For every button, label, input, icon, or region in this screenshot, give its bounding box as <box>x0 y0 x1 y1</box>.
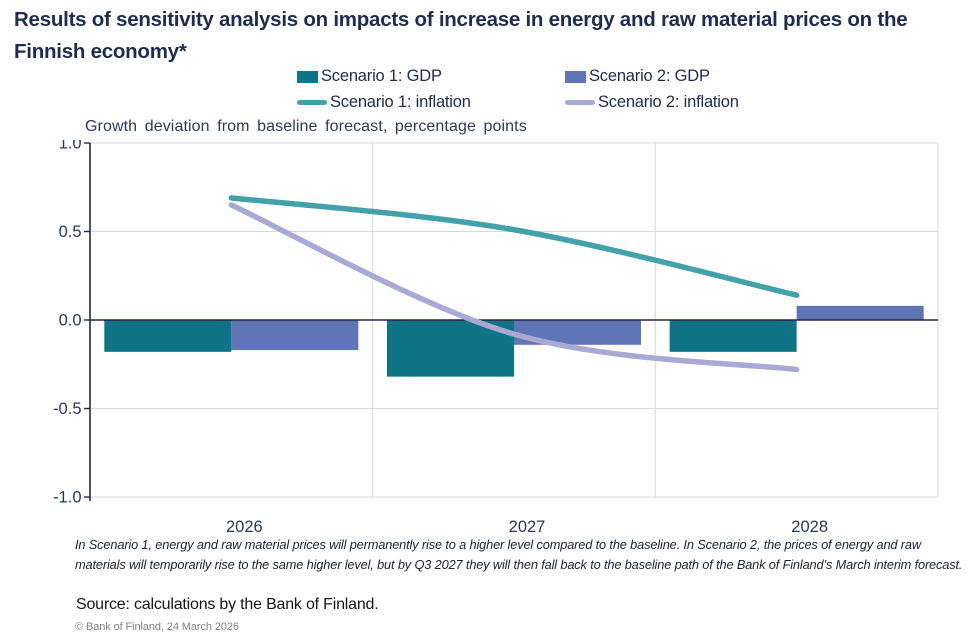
legend-item-scenario2-inflation: Scenario 2: inflation <box>565 93 739 112</box>
line-scenario-1-inflation <box>228 195 800 298</box>
chart-footnote: In Scenario 1, energy and raw material p… <box>75 537 963 572</box>
bar-scenario-1-gdp-2028 <box>669 320 797 352</box>
legend-label: Scenario 1: GDP <box>321 67 442 85</box>
chart-legend: Scenario 1: GDP Scenario 2: GDP Scenario… <box>297 67 739 112</box>
scenario1-inflation-line-icon <box>297 100 327 105</box>
bar-scenario-2-gdp-2028 <box>796 305 924 320</box>
y-tick-label: -0.5 <box>53 400 81 418</box>
y-tick-label: 0.0 <box>59 312 82 330</box>
legend-item-scenario1-gdp: Scenario 1: GDP <box>297 67 565 86</box>
scenario2-gdp-swatch-icon <box>565 70 586 83</box>
axis-subtitle: Growth deviation from baseline forecast,… <box>85 118 527 135</box>
y-tick-label: -1.0 <box>53 489 81 507</box>
legend-label: Scenario 1: inflation <box>330 93 471 111</box>
bar-scenario-2-gdp-2026 <box>231 320 359 351</box>
source-line: Source: calculations by the Bank of Finl… <box>76 596 379 613</box>
legend-label: Scenario 2: inflation <box>598 93 739 111</box>
chart-title: Results of sensitivity analysis on impac… <box>14 8 908 64</box>
legend-item-scenario2-gdp: Scenario 2: GDP <box>565 67 739 86</box>
y-tick-label: 0.5 <box>59 223 82 241</box>
scenario1-gdp-swatch-icon <box>297 70 318 83</box>
x-tick-label: 2026 <box>226 518 263 536</box>
copyright-line: © Bank of Finland, 24 March 2026 <box>75 621 239 633</box>
scenario2-inflation-line-icon <box>565 100 595 105</box>
chart-canvas: 1.0 0.5 0.0 -0.5 -1.0 2026 2027 2028 <box>53 140 939 536</box>
y-tick-label: 1.0 <box>59 140 82 153</box>
x-tick-label: 2028 <box>791 518 828 536</box>
legend-label: Scenario 2: GDP <box>589 67 710 85</box>
line-scenario-2-inflation <box>228 202 800 373</box>
bar-scenario-1-gdp-2026 <box>104 320 232 352</box>
x-tick-label: 2027 <box>509 518 546 536</box>
legend-item-scenario1-inflation: Scenario 1: inflation <box>297 93 565 112</box>
